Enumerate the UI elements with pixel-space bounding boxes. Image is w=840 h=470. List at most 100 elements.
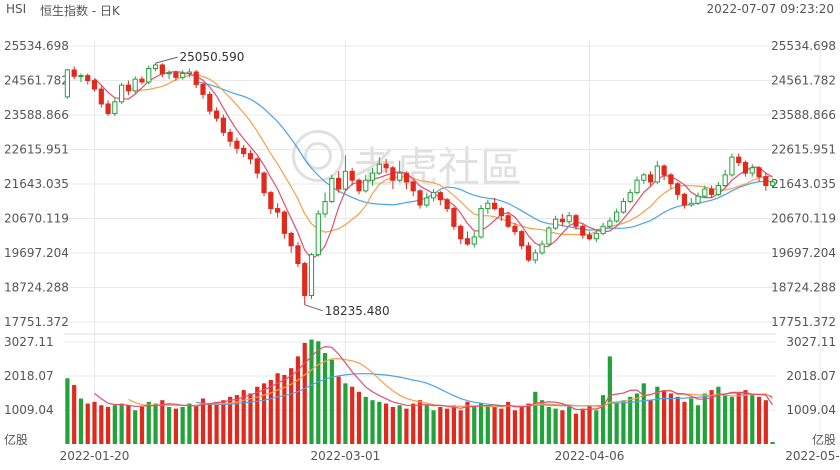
volume-bar [248, 393, 253, 444]
price-tick-label-left: 21643.035 [4, 177, 69, 191]
volume-bar [146, 401, 151, 444]
candle-body-up [166, 72, 172, 75]
candle-body-up [539, 243, 545, 254]
volume-bar [499, 408, 504, 444]
candle-body-down [349, 170, 355, 181]
candle-body-down [98, 88, 104, 105]
volume-bar [519, 406, 524, 444]
candle-body-down [383, 163, 389, 169]
candle [125, 80, 132, 96]
candle [274, 203, 281, 218]
volume-bar [133, 410, 138, 444]
volume-bar [200, 398, 206, 444]
candle-body-up [64, 69, 70, 98]
candle [580, 224, 586, 239]
candle [471, 231, 477, 248]
candle [491, 197, 498, 211]
candle [200, 82, 206, 99]
candle [627, 189, 633, 204]
index-name: 恒生指数 - 日K [40, 4, 120, 18]
candle-body-down [105, 103, 111, 115]
candle [505, 212, 511, 229]
volume-bar [675, 396, 680, 444]
candle [315, 210, 321, 257]
candle-body-down [763, 176, 769, 187]
candle-body-up [315, 213, 321, 256]
volume-bar [465, 401, 470, 444]
candle [132, 76, 138, 94]
candle [607, 217, 613, 229]
candle [620, 197, 627, 214]
timestamp: 2022-07-07 09:23:20 [706, 2, 834, 16]
candle-body-up [471, 236, 477, 245]
candle [722, 169, 728, 188]
candle-body-up [485, 202, 491, 210]
candle [729, 153, 735, 177]
volume-bar [65, 378, 70, 444]
volume-bar [702, 393, 707, 444]
volume-bar [275, 373, 280, 444]
date-tick-label: 2022-05-17 [785, 449, 840, 463]
volume-bar [78, 398, 84, 444]
volume-bar [85, 403, 90, 444]
candle [349, 167, 355, 186]
candle [681, 192, 688, 209]
volume-bar [329, 359, 334, 444]
candle [234, 137, 240, 154]
candle-body-down [525, 245, 532, 261]
price-tick-label-right: 23588.866 [771, 108, 836, 122]
candle [498, 206, 504, 221]
date-tick-label: 2022-04-06 [555, 449, 625, 463]
volume-bar [302, 342, 307, 444]
volume-bar [580, 408, 585, 444]
volume-bar [600, 395, 606, 444]
volume-bar [411, 403, 416, 444]
candle [112, 98, 118, 117]
candle-body-down [403, 172, 410, 183]
volume-bar [377, 401, 382, 444]
volume-bar [282, 374, 287, 444]
candle [173, 70, 179, 81]
candle-body-down [736, 156, 742, 163]
candle-body-up [688, 202, 694, 206]
candle-body-down [681, 193, 688, 206]
candle [119, 82, 125, 104]
volume-bar [234, 395, 240, 444]
candle [634, 176, 640, 195]
price-tick-label-right: 24561.782 [771, 74, 836, 88]
candle-body-down [336, 177, 342, 190]
candle-body-down [193, 71, 199, 85]
candle [749, 164, 755, 177]
volume-bar [506, 401, 511, 444]
max-annotation-label: 25050.590 [180, 50, 245, 64]
candle-body-up [722, 174, 728, 187]
min-annotation-label: 18235.480 [325, 304, 390, 318]
candle [688, 197, 694, 207]
candle [708, 185, 715, 198]
candle-body-up [532, 252, 538, 261]
volume-bar [682, 401, 687, 444]
volume-bar [167, 406, 172, 444]
volume-bar [350, 386, 355, 444]
candle [180, 70, 186, 80]
candle [363, 174, 369, 193]
candle [64, 68, 70, 99]
volume-tick-label-left: 2018.07 [4, 369, 54, 383]
volume-bar [390, 406, 395, 444]
volume-bar [187, 403, 192, 444]
candle-body-down [458, 225, 464, 240]
candle-body-down [274, 208, 281, 213]
candle-body-down [234, 140, 240, 149]
volume-bar [553, 408, 558, 444]
candle-body-down [390, 167, 396, 181]
candle [369, 167, 376, 186]
candle-body-down [512, 225, 518, 233]
candle-body-up [614, 211, 620, 222]
volume-bar [485, 405, 490, 444]
volume-bar [241, 390, 246, 444]
candle-body-down [85, 75, 91, 82]
candle-body-up [478, 208, 484, 238]
candle-body-down [675, 183, 681, 195]
candle [322, 192, 328, 218]
